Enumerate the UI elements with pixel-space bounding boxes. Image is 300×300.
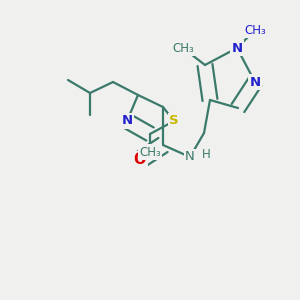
Text: N: N	[185, 151, 195, 164]
Text: CH₃: CH₃	[244, 23, 266, 37]
Text: CH₃: CH₃	[139, 146, 161, 158]
Text: N: N	[231, 41, 243, 55]
Text: O: O	[134, 152, 146, 167]
Text: CH₃: CH₃	[172, 41, 194, 55]
Text: S: S	[169, 115, 179, 128]
Text: N: N	[249, 76, 261, 88]
Text: H: H	[202, 148, 211, 161]
Text: N: N	[122, 115, 133, 128]
